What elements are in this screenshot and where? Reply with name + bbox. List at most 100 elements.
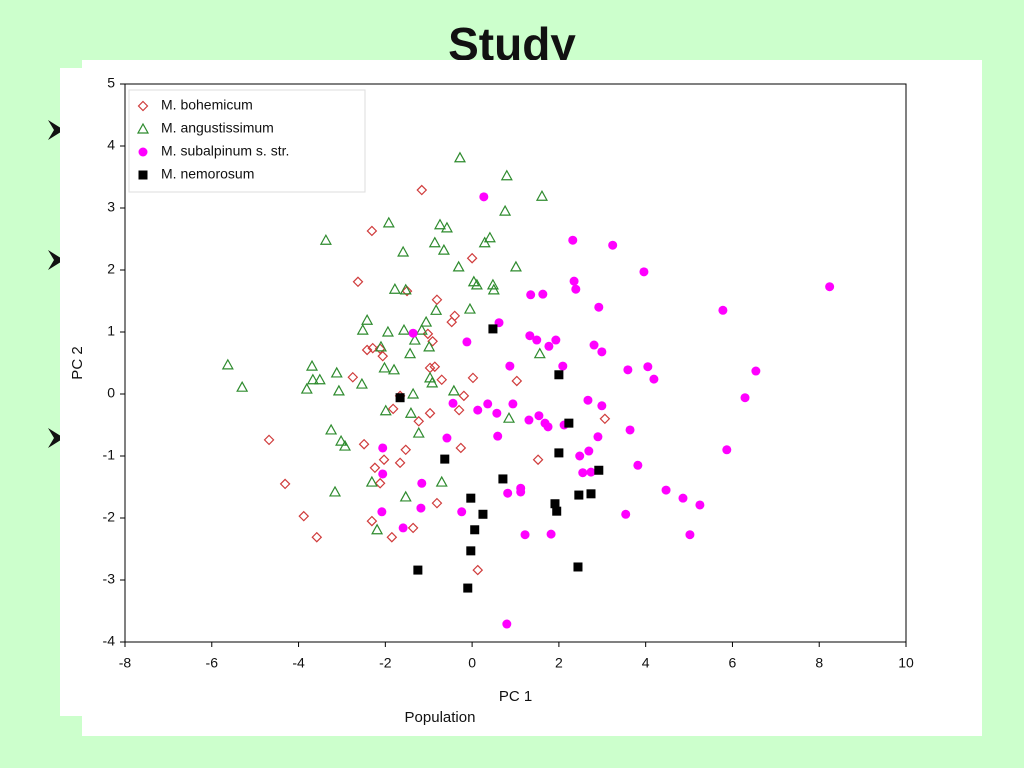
point [458,390,470,402]
point [448,398,458,408]
point [377,350,389,362]
point [361,344,373,356]
point [424,407,436,419]
point [532,335,542,345]
point [371,523,384,535]
y-tick-label: -3 [103,571,116,587]
point [319,234,332,245]
point [508,399,518,409]
point [578,468,588,478]
point [470,278,483,290]
point [400,444,412,456]
point [433,218,447,230]
point [593,432,603,442]
y-tick-label: 0 [107,385,115,401]
point [533,347,546,359]
point [300,382,313,394]
y-tick-label: -4 [103,633,116,649]
bullet [48,120,64,140]
x-tick-label: -2 [379,655,392,671]
point [442,433,452,443]
point [589,340,599,350]
y-tick-label: 2 [107,261,115,277]
caption: Population [405,709,476,726]
point [516,487,526,497]
point [437,243,450,255]
point [502,411,516,423]
point [586,467,596,477]
point [520,530,530,540]
point [413,415,425,427]
point [407,387,420,399]
point [552,506,562,516]
point [427,335,438,347]
point [597,347,607,357]
point [355,377,368,389]
point [649,374,659,384]
point [473,405,483,415]
point [554,370,564,380]
point [586,489,596,499]
legend-text: M. angustissimum [161,120,274,136]
point [621,509,631,519]
plot: -8 -6 -4 -2 0 2 4 6 8 10 -4 -3 -2 -1 0 1 2 3 4 5 PC 1 PC 2 M. … [69,75,914,705]
point [386,531,398,543]
point [365,475,378,487]
point [394,457,406,469]
point [263,434,275,446]
point [678,493,688,503]
y-axis-label: PC 2 [69,346,86,379]
point [543,422,553,432]
point [546,529,556,539]
point [305,359,319,371]
point [467,372,479,384]
point [356,323,369,335]
point [722,445,732,455]
point [574,490,584,500]
point [361,313,374,325]
y-tick-label: -2 [103,509,116,525]
point [751,366,761,376]
point [740,393,750,403]
legend-text: M. nemorosum [161,166,254,182]
point [435,475,448,487]
point [381,325,394,337]
point [416,503,426,513]
point [487,283,500,295]
point [478,236,491,248]
point [325,423,338,435]
x-tick-label: 6 [729,655,737,671]
point [446,316,458,328]
point [377,507,387,517]
x-tick-label: 0 [468,655,476,671]
point [500,169,513,181]
point [486,278,499,290]
point [466,546,476,556]
point [335,434,348,446]
point [569,276,579,286]
point [369,462,381,474]
point [366,225,378,237]
point [338,439,352,451]
point [623,365,633,375]
point [608,240,618,250]
bullet [48,428,64,448]
point [575,451,585,461]
point [378,454,390,466]
point [426,376,439,388]
point [399,283,412,295]
point [550,499,560,509]
point [429,361,441,373]
point [311,531,323,543]
x-axis-label: PC 1 [499,688,532,705]
point [298,510,310,522]
x-tick-label: 4 [642,655,650,671]
x-tick-label: 10 [898,655,914,671]
legend-marker [138,147,148,157]
point [463,302,476,314]
point [440,221,453,233]
point [422,328,434,340]
point [525,331,535,341]
point [511,375,523,387]
